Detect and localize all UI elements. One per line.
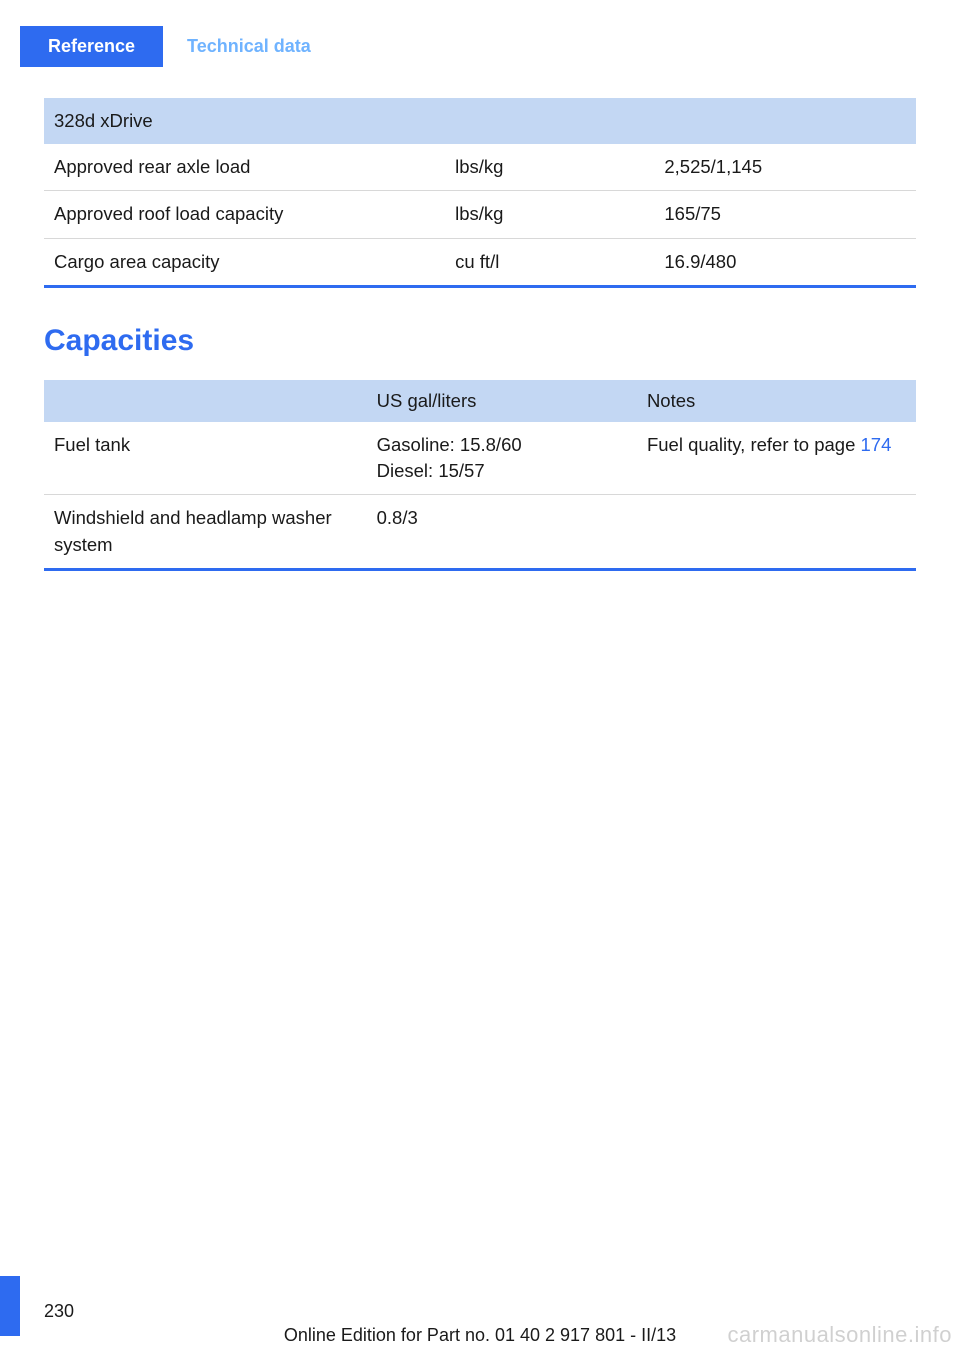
section-title-capacities: Capacities	[44, 324, 916, 358]
capacity-note-text: Fuel quality, refer to page	[647, 434, 861, 455]
capacities-col1-header	[44, 380, 367, 422]
spec-label: Approved rear axle load	[44, 144, 445, 191]
table-row: Cargo area capacity cu ft/l 16.9/480	[44, 238, 916, 286]
capacity-value-line2: Diesel: 15/57	[377, 460, 485, 481]
table-row: Approved roof load capacity lbs/kg 165/7…	[44, 191, 916, 238]
capacities-col3-header: Notes	[637, 380, 916, 422]
capacities-col2-header: US gal/liters	[367, 380, 637, 422]
table-row: Fuel tank Gasoline: 15.8/60 Diesel: 15/5…	[44, 422, 916, 495]
header-tabs: Reference Technical data	[20, 26, 335, 67]
spec-value: 16.9/480	[654, 238, 916, 286]
spec-unit: lbs/kg	[445, 191, 654, 238]
capacity-note: Fuel quality, refer to page 174	[637, 422, 916, 495]
footer-edition: Online Edition for Part no. 01 40 2 917 …	[0, 1325, 960, 1346]
spec-label: Cargo area capacity	[44, 238, 445, 286]
capacity-value: 0.8/3	[367, 495, 637, 570]
page-content: 328d xDrive Approved rear axle load lbs/…	[44, 98, 916, 571]
page-number: 230	[44, 1301, 74, 1322]
capacity-label: Windshield and headlamp washer system	[44, 495, 367, 570]
spec-value: 165/75	[654, 191, 916, 238]
spec-value: 2,525/1,145	[654, 144, 916, 191]
specs-table: 328d xDrive Approved rear axle load lbs/…	[44, 98, 916, 288]
table-row: Approved rear axle load lbs/kg 2,525/1,1…	[44, 144, 916, 191]
tab-technical-data[interactable]: Technical data	[163, 26, 335, 67]
capacity-note	[637, 495, 916, 570]
capacity-value-line1: Gasoline: 15.8/60	[377, 434, 522, 455]
capacities-table: US gal/liters Notes Fuel tank Gasoline: …	[44, 380, 916, 571]
page-ref-link[interactable]: 174	[861, 434, 892, 455]
spec-unit: cu ft/l	[445, 238, 654, 286]
capacity-label: Fuel tank	[44, 422, 367, 495]
table-row: Windshield and headlamp washer system 0.…	[44, 495, 916, 570]
spec-label: Approved roof load capacity	[44, 191, 445, 238]
spec-unit: lbs/kg	[445, 144, 654, 191]
tab-reference[interactable]: Reference	[20, 26, 163, 67]
specs-table-header: 328d xDrive	[44, 98, 916, 144]
capacity-value: Gasoline: 15.8/60 Diesel: 15/57	[367, 422, 637, 495]
